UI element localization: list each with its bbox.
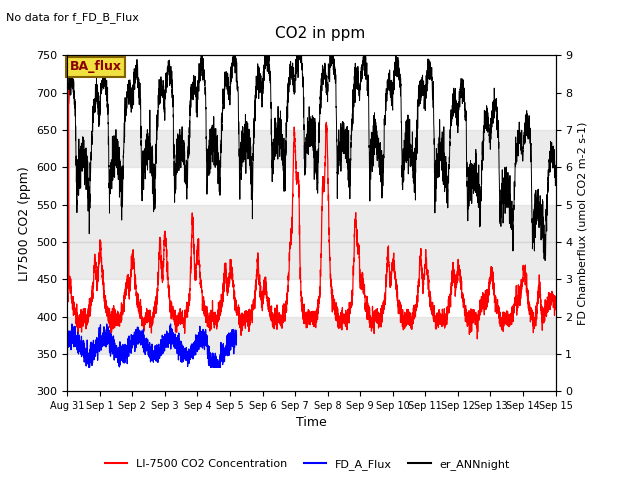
Text: No data for f_FD_B_Flux: No data for f_FD_B_Flux [6,12,140,23]
Y-axis label: FD Chamberflux (umol CO2 m-2 s-1): FD Chamberflux (umol CO2 m-2 s-1) [578,121,588,325]
Bar [67,316,556,354]
Legend: LI-7500 CO2 Concentration, FD_A_Flux, er_ANNnight: LI-7500 CO2 Concentration, FD_A_Flux, er… [100,455,515,474]
Bar [67,204,556,242]
Text: CO2 in ppm: CO2 in ppm [275,26,365,41]
Text: BA_flux: BA_flux [70,60,122,73]
Bar [67,130,556,167]
Y-axis label: LI7500 CO2 (ppm): LI7500 CO2 (ppm) [18,166,31,281]
X-axis label: Time: Time [296,417,327,430]
Bar [67,242,556,279]
